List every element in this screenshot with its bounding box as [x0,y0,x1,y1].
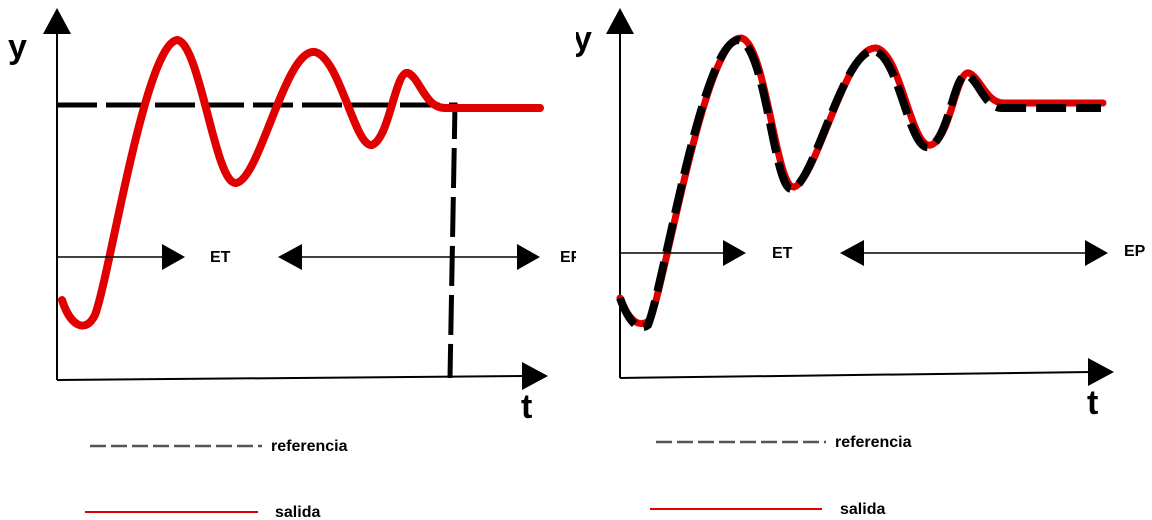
steady-arrowhead-right [517,244,540,270]
transient-arrowhead [162,244,185,270]
left-diagram-panel: y t ET EP referencia salida [8,8,576,520]
steady-arrowhead-left [278,244,302,270]
x-axis-line [56,375,526,381]
transient-state-label: ET [772,245,793,262]
output-signal-curve [616,34,1107,328]
legend-output-label: salida [275,504,320,520]
x-axis-arrowhead [1088,358,1114,386]
x-axis-label: t [1087,384,1098,422]
y-axis-label: y [576,20,592,58]
transient-arrowhead [723,240,746,266]
legend-reference-label: referencia [271,438,348,455]
steady-arrowhead-left [840,240,864,266]
right-diagram-svg: y t ET EP referencia salida [576,8,1146,518]
steady-arrowhead-right [1085,240,1108,266]
y-axis-arrowhead [43,8,71,34]
transient-state-label: ET [210,249,231,266]
y-axis-arrowhead [606,8,634,34]
output-signal-curve [58,36,544,330]
reference-signal-curve [616,35,1101,332]
left-diagram-svg: y t ET EP referencia salida [8,8,576,520]
x-axis-arrowhead [522,362,548,390]
steady-state-label: EP [1124,243,1146,260]
x-axis-line [619,371,1092,379]
legend-reference-label: referencia [835,434,912,451]
y-axis-label: y [8,28,27,66]
right-diagram-panel: y t ET EP referencia salida [576,0,1152,520]
legend-output-label: salida [840,501,885,518]
x-axis-label: t [521,388,532,426]
steady-state-label: EP [560,249,576,266]
